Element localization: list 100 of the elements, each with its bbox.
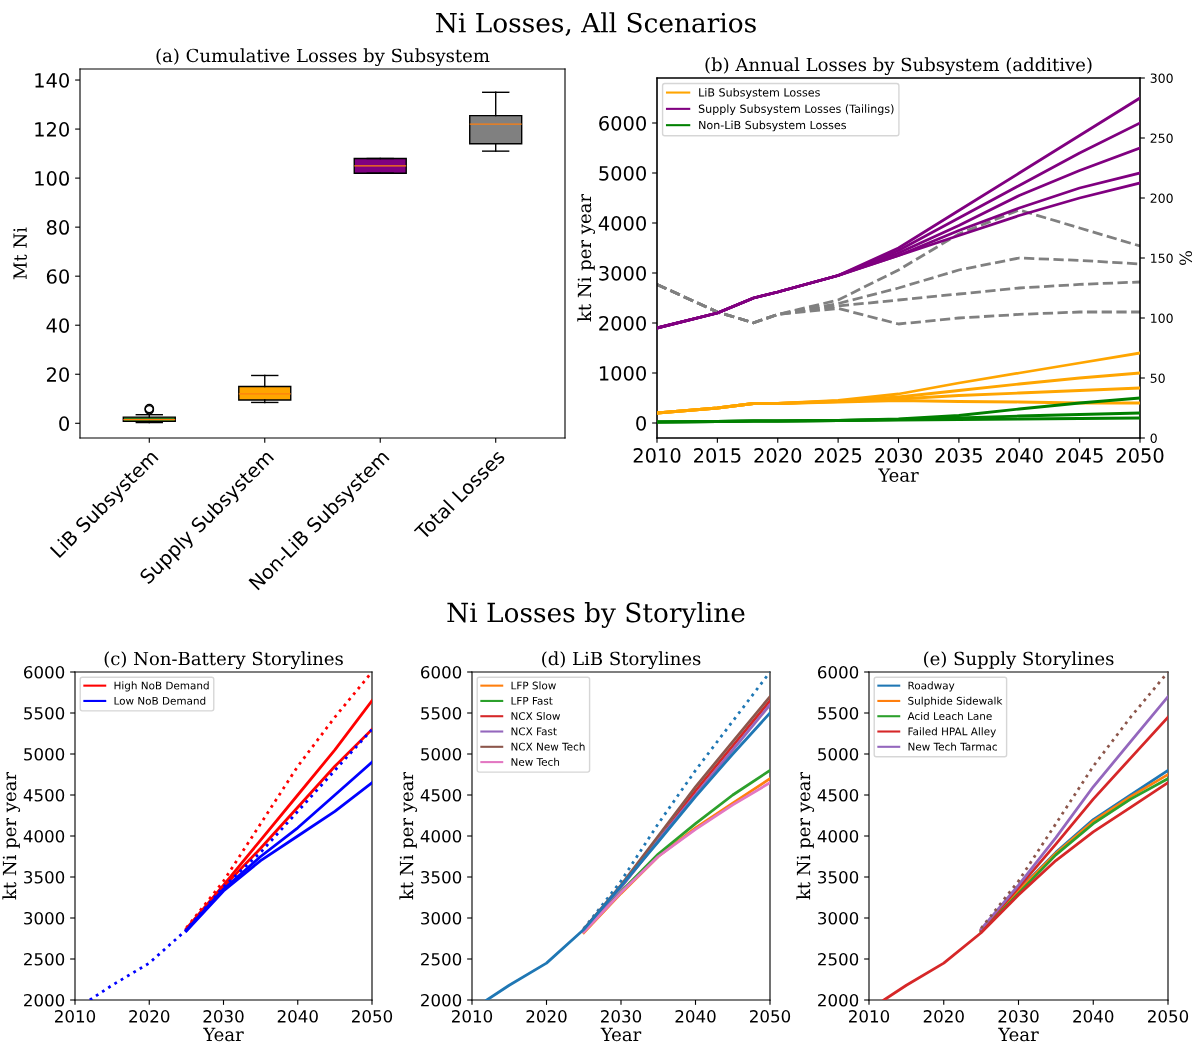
legend-label: High NoB Demand xyxy=(114,681,209,692)
y-tick-label: 0 xyxy=(636,415,646,431)
y-tick-label: 5500 xyxy=(24,706,65,720)
y-tick-label: 5000 xyxy=(421,747,462,761)
y-tick-label: 4000 xyxy=(420,829,462,843)
y2-tick-label: 200 xyxy=(1150,193,1173,203)
y-axis-title: kt Ni per year xyxy=(577,193,596,322)
y-tick-label: 2000 xyxy=(818,993,859,1007)
x-tick-label: 2030 xyxy=(203,1010,244,1023)
legend-label: NCX Slow xyxy=(511,711,561,721)
y2-tick-label: 300 xyxy=(1150,73,1173,83)
chart-title: (c) Non-Battery Storylines xyxy=(104,651,343,670)
x-tick-label: 2020 xyxy=(129,1010,170,1023)
y-tick-label: 140 xyxy=(35,72,69,88)
legend-label: New Tech Tarmac xyxy=(908,742,997,751)
y-tick-label: 1000 xyxy=(599,365,646,381)
x-tick-label: 2040 xyxy=(1073,1010,1114,1023)
x-tick-label: 2010 xyxy=(633,448,681,463)
y-tick-label: 0 xyxy=(59,416,69,431)
y2-tick-label: 250 xyxy=(1150,133,1173,143)
y-tick-label: 100 xyxy=(35,171,69,186)
chart-title: (b) Annual Losses by Subsystem (additive) xyxy=(705,57,1092,76)
y-tick-label: 4000 xyxy=(817,829,859,843)
legend-label: Sulphide Sidewalk xyxy=(908,696,1003,707)
x-tick-label: 2020 xyxy=(754,448,802,463)
legend-label: Roadway xyxy=(908,681,955,692)
chart-title: (a) Cumulative Losses by Subsystem xyxy=(156,48,490,67)
x-axis-title: Year xyxy=(878,468,919,482)
y-axis-title: Mt Ni xyxy=(13,227,27,280)
x-tick-label: 2040 xyxy=(995,448,1043,463)
y-tick-label: 3000 xyxy=(818,911,859,925)
y2-tick-label: 150 xyxy=(1151,253,1173,263)
y-tick-label: 40 xyxy=(46,318,69,333)
y-tick-label: 5000 xyxy=(818,747,859,761)
y-tick-label: 5500 xyxy=(421,706,462,720)
x-tick-label: 2030 xyxy=(875,448,922,463)
y-tick-label: 120 xyxy=(35,122,69,137)
legend-label: Non-LiB Subsystem Losses xyxy=(699,120,847,132)
legend-label: Failed HPAL Alley xyxy=(908,727,996,738)
y-tick-label: 6000 xyxy=(599,115,646,131)
x-axis-title: Year xyxy=(998,1027,1039,1042)
y2-tick-label: 50 xyxy=(1150,373,1165,383)
y-tick-label: 2500 xyxy=(818,952,859,966)
text: Ni Losses, All Scenarios xyxy=(436,12,756,36)
x-axis-title: Year xyxy=(600,1027,642,1042)
y-tick-label: 3000 xyxy=(421,911,462,925)
legend-label: LiB Subsystem Losses xyxy=(699,88,820,99)
y-tick-label: 3500 xyxy=(421,870,462,884)
x-tick-label: 2020 xyxy=(923,1010,964,1023)
x-tick-label: 2030 xyxy=(998,1010,1039,1023)
y-tick-label: 4500 xyxy=(23,788,65,802)
x-tick-label: 2050 xyxy=(352,1010,393,1023)
y-tick-label: 6000 xyxy=(24,665,65,679)
y-tick-label: 3500 xyxy=(818,870,859,884)
y-tick-label: 4000 xyxy=(23,829,65,843)
y-tick-label: 4000 xyxy=(598,215,646,231)
y-tick-label: 4500 xyxy=(817,788,859,802)
x-tick-label: 2020 xyxy=(526,1010,567,1023)
legend-label: Supply Subsystem Losses (Tailings) xyxy=(698,104,894,116)
text: Ni Losses by Storyline xyxy=(447,602,745,628)
x-tick-label: 2050 xyxy=(1116,448,1164,463)
y-axis-title: kt Ni per year xyxy=(796,771,815,900)
y2-tick-label: 0 xyxy=(1150,433,1157,443)
legend-label: NCX New Tech xyxy=(511,742,585,751)
y-tick-label: 6000 xyxy=(421,665,462,679)
x-tick-label: 2035 xyxy=(935,448,982,463)
legend-label: New Tech xyxy=(511,757,560,766)
y-tick-label: 60 xyxy=(46,269,69,284)
x-tick-label: 2040 xyxy=(675,1010,716,1023)
y-tick-label: 3000 xyxy=(599,265,646,281)
y-tick-label: 5000 xyxy=(599,165,646,181)
y-tick-label: 2500 xyxy=(24,952,65,966)
x-tick-label: 2010 xyxy=(849,1010,890,1023)
x-tick-label: 2040 xyxy=(277,1010,318,1023)
y-tick-label: 2000 xyxy=(421,993,462,1007)
x-tick-label: 2010 xyxy=(452,1010,493,1023)
x-tick-label: 2010 xyxy=(55,1010,96,1023)
x-tick-label: 2030 xyxy=(601,1010,642,1023)
y-tick-label: 3500 xyxy=(24,870,65,884)
y-tick-label: 2000 xyxy=(24,993,65,1007)
legend-label: NCX Fast xyxy=(511,727,557,736)
x-tick-label: 2025 xyxy=(814,448,862,463)
y-tick-label: 3000 xyxy=(24,911,65,925)
y2-axis-title: % xyxy=(1179,251,1192,265)
legend-label: LFP Slow xyxy=(511,681,556,690)
legend-label: Acid Leach Lane xyxy=(907,711,992,721)
y-tick-label: 2000 xyxy=(599,315,646,331)
chart-title: (d) LiB Storylines xyxy=(542,651,701,670)
y-axis-title: kt Ni per year xyxy=(399,771,418,900)
y-tick-label: 6000 xyxy=(818,665,859,679)
y-axis-title: kt Ni per year xyxy=(2,771,21,900)
y-tick-label: 20 xyxy=(46,367,69,382)
y2-tick-label: 100 xyxy=(1151,313,1173,323)
y-tick-label: 5000 xyxy=(24,747,65,761)
y-tick-label: 5500 xyxy=(818,706,859,720)
legend-label: LFP Fast xyxy=(511,696,553,705)
legend-label: Low NoB Demand xyxy=(114,696,206,705)
y-tick-label: 2500 xyxy=(421,952,462,966)
x-axis-title: Year xyxy=(203,1027,244,1042)
y-tick-label: 80 xyxy=(46,220,69,235)
